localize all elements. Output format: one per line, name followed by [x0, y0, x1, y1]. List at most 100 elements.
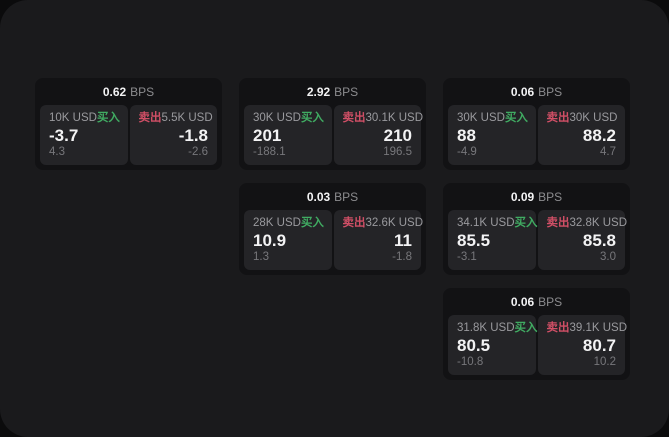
- buy-notional: 31.8K USD: [457, 322, 515, 334]
- sell-panel-header: 卖出 5.5K USD: [138, 112, 213, 125]
- buy-delta: -3.1: [457, 251, 477, 264]
- buy-panel[interactable]: 30K USD 买入 88 -4.9: [448, 105, 536, 165]
- buy-price: -3.7: [49, 125, 79, 145]
- sell-panel[interactable]: 卖出 39.1K USD 80.7 10.2: [537, 315, 628, 375]
- buy-panel[interactable]: 28K USD 买入 10.9 1.3: [244, 210, 332, 270]
- card-header: 0.09 BPS: [443, 183, 630, 210]
- sell-panel-header: 卖出 32.8K USD: [546, 217, 628, 230]
- bps-value: 0.06: [510, 84, 535, 99]
- quote-card: 0.06 BPS 31.8K USD 买入 80.5 -10.8 卖出 39.1…: [443, 288, 630, 380]
- sell-notional: 5.5K USD: [161, 112, 213, 124]
- bps-unit-label: BPS: [334, 84, 359, 99]
- bps-value: 2.92: [306, 84, 331, 99]
- quote-card-grid: 0.62 BPS 10K USD 买入 -3.7 4.3 卖出 5.5K USD…: [35, 78, 630, 380]
- sell-side-label: 卖出: [546, 112, 570, 124]
- card-header: 0.62 BPS: [35, 78, 222, 105]
- quote-panels: 34.1K USD 买入 85.5 -3.1 卖出 32.8K USD 85.8…: [443, 210, 630, 275]
- sell-delta: 4.7: [600, 146, 616, 159]
- card-header: 0.03 BPS: [239, 183, 426, 210]
- sell-price: 210: [383, 125, 412, 145]
- sell-panel-header: 卖出 30.1K USD: [342, 112, 424, 125]
- sell-side-label: 卖出: [138, 112, 162, 124]
- buy-panel[interactable]: 30K USD 买入 201 -188.1: [244, 105, 332, 165]
- bps-unit-label: BPS: [334, 189, 359, 204]
- buy-notional: 28K USD: [253, 217, 301, 229]
- buy-panel[interactable]: 10K USD 买入 -3.7 4.3: [40, 105, 128, 165]
- bps-unit-label: BPS: [538, 294, 563, 309]
- sell-panel[interactable]: 卖出 32.6K USD 11 -1.8: [333, 210, 424, 270]
- sell-delta: 10.2: [593, 356, 616, 369]
- buy-notional: 34.1K USD: [457, 217, 515, 229]
- sell-panel[interactable]: 卖出 5.5K USD -1.8 -2.6: [129, 105, 217, 165]
- quote-card: 2.92 BPS 30K USD 买入 201 -188.1 卖出 30.1K …: [239, 78, 426, 170]
- sell-side-label: 卖出: [342, 112, 366, 124]
- bps-unit-label: BPS: [538, 189, 563, 204]
- quote-panels: 30K USD 买入 201 -188.1 卖出 30.1K USD 210 1…: [239, 105, 426, 170]
- bps-value: 0.06: [510, 294, 535, 309]
- sell-price: 85.8: [582, 230, 616, 250]
- buy-delta: 1.3: [253, 251, 269, 264]
- buy-delta: -4.9: [457, 146, 477, 159]
- bps-value: 0.62: [102, 84, 127, 99]
- buy-price: 80.5: [457, 335, 491, 355]
- sell-price: 80.7: [582, 335, 616, 355]
- card-header: 0.06 BPS: [443, 78, 630, 105]
- buy-panel-header: 28K USD 买入: [253, 217, 324, 230]
- quote-card: 0.62 BPS 10K USD 买入 -3.7 4.3 卖出 5.5K USD…: [35, 78, 222, 170]
- quote-panels: 10K USD 买入 -3.7 4.3 卖出 5.5K USD -1.8 -2.…: [35, 105, 222, 170]
- buy-delta: -10.8: [457, 356, 484, 369]
- sell-delta: 3.0: [600, 251, 616, 264]
- quote-panels: 31.8K USD 买入 80.5 -10.8 卖出 39.1K USD 80.…: [443, 315, 630, 380]
- quote-card: 0.03 BPS 28K USD 买入 10.9 1.3 卖出 32.6K US…: [239, 183, 426, 275]
- buy-side-label: 买入: [96, 112, 120, 124]
- sell-side-label: 卖出: [546, 217, 570, 229]
- sell-panel-header: 卖出 30K USD: [546, 112, 618, 125]
- sell-delta: 196.5: [383, 146, 412, 159]
- quote-card: 0.09 BPS 34.1K USD 买入 85.5 -3.1 卖出 32.8K…: [443, 183, 630, 275]
- bps-value: 0.09: [510, 189, 535, 204]
- sell-panel[interactable]: 卖出 32.8K USD 85.8 3.0: [537, 210, 628, 270]
- buy-panel-header: 30K USD 买入: [457, 112, 528, 125]
- sell-panel-header: 卖出 32.6K USD: [342, 217, 424, 230]
- sell-side-label: 卖出: [342, 217, 366, 229]
- buy-panel-header: 30K USD 买入: [253, 112, 324, 125]
- buy-notional: 10K USD: [49, 112, 97, 124]
- buy-panel[interactable]: 34.1K USD 买入 85.5 -3.1: [448, 210, 538, 270]
- quote-panels: 30K USD 买入 88 -4.9 卖出 30K USD 88.2 4.7: [443, 105, 630, 170]
- buy-price: 201: [253, 125, 282, 145]
- card-header: 2.92 BPS: [239, 78, 426, 105]
- buy-panel-header: 34.1K USD 买入: [457, 217, 538, 230]
- buy-side-label: 买入: [504, 112, 528, 124]
- sell-notional: 30K USD: [569, 112, 618, 124]
- sell-price: 88.2: [582, 125, 616, 145]
- card-header: 0.06 BPS: [443, 288, 630, 315]
- buy-side-label: 买入: [514, 322, 538, 334]
- bps-unit-label: BPS: [538, 84, 563, 99]
- buy-side-label: 买入: [300, 112, 324, 124]
- buy-panel-header: 10K USD 买入: [49, 112, 120, 125]
- sell-side-label: 卖出: [546, 322, 570, 334]
- buy-panel[interactable]: 31.8K USD 买入 80.5 -10.8: [448, 315, 538, 375]
- buy-price: 85.5: [457, 230, 491, 250]
- bps-value: 0.03: [306, 189, 331, 204]
- buy-delta: -188.1: [253, 146, 286, 159]
- sell-panel[interactable]: 卖出 30K USD 88.2 4.7: [537, 105, 625, 165]
- buy-side-label: 买入: [514, 217, 538, 229]
- buy-notional: 30K USD: [253, 112, 301, 124]
- sell-notional: 32.6K USD: [365, 217, 424, 229]
- sell-panel-header: 卖出 39.1K USD: [546, 322, 628, 335]
- buy-price: 10.9: [253, 230, 287, 250]
- buy-delta: 4.3: [49, 146, 65, 159]
- quote-card: 0.06 BPS 30K USD 买入 88 -4.9 卖出 30K USD 8…: [443, 78, 630, 170]
- bps-unit-label: BPS: [130, 84, 155, 99]
- buy-price: 88: [457, 125, 476, 145]
- buy-side-label: 买入: [300, 217, 324, 229]
- sell-notional: 30.1K USD: [365, 112, 424, 124]
- sell-notional: 32.8K USD: [569, 217, 628, 229]
- buy-notional: 30K USD: [457, 112, 505, 124]
- sell-delta: -1.8: [392, 251, 412, 264]
- sell-price: -1.8: [178, 125, 208, 145]
- sell-panel[interactable]: 卖出 30.1K USD 210 196.5: [333, 105, 424, 165]
- sell-delta: -2.6: [188, 146, 208, 159]
